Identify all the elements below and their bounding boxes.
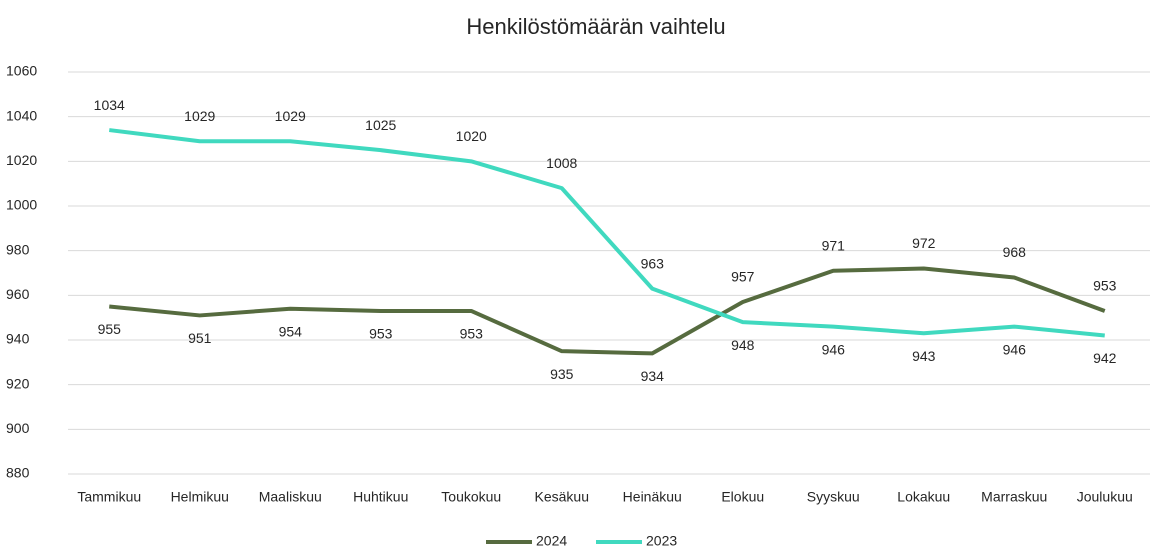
data-label: 935 [550, 366, 574, 382]
data-label: 953 [369, 326, 393, 342]
data-label: 943 [912, 348, 936, 364]
x-tick-label: Tammikuu [77, 489, 141, 505]
data-label: 951 [188, 330, 212, 346]
data-label: 1008 [546, 155, 577, 171]
y-tick-label: 1040 [6, 107, 37, 123]
x-tick-label: Joulukuu [1077, 489, 1133, 505]
y-tick-label: 900 [6, 420, 30, 436]
y-tick-label: 940 [6, 331, 30, 347]
data-label: 955 [98, 321, 122, 337]
data-label: 946 [1003, 341, 1027, 357]
data-label: 942 [1093, 350, 1117, 366]
y-tick-label: 980 [6, 241, 30, 257]
legend-label: 2023 [646, 533, 677, 549]
data-label: 953 [1093, 278, 1117, 294]
data-label: 946 [822, 341, 846, 357]
x-tick-label: Elokuu [721, 489, 764, 505]
y-tick-label: 880 [6, 465, 30, 481]
data-label: 1034 [94, 97, 125, 113]
data-label: 1025 [365, 117, 396, 133]
x-tick-label: Toukokuu [441, 489, 501, 505]
x-tick-label: Helmikuu [171, 489, 229, 505]
line-series [109, 266, 1106, 356]
data-label: 963 [641, 255, 665, 271]
data-label: 934 [641, 368, 665, 384]
y-tick-label: 1000 [6, 197, 37, 213]
y-tick-label: 1020 [6, 152, 37, 168]
x-tick-label: Marraskuu [981, 489, 1047, 505]
x-tick-label: Lokakuu [897, 489, 950, 505]
data-label: 968 [1003, 244, 1027, 260]
data-label: 948 [731, 337, 755, 353]
data-label: 957 [731, 269, 755, 285]
data-label: 1020 [456, 128, 487, 144]
data-label: 971 [822, 237, 846, 253]
data-label: 953 [460, 326, 484, 342]
x-tick-label: Heinäkuu [623, 489, 682, 505]
data-label: 1029 [275, 108, 306, 124]
x-tick-label: Syyskuu [807, 489, 860, 505]
x-tick-label: Huhtikuu [353, 489, 408, 505]
y-tick-label: 960 [6, 286, 30, 302]
y-tick-label: 920 [6, 375, 30, 391]
chart-title: Henkilöstömäärän vaihtelu [466, 14, 725, 39]
x-tick-label: Kesäkuu [535, 489, 589, 505]
legend-label: 2024 [536, 533, 567, 549]
x-tick-label: Maaliskuu [259, 489, 322, 505]
data-label: 954 [279, 323, 303, 339]
data-label: 1029 [184, 108, 215, 124]
data-label: 972 [912, 235, 936, 251]
line-series [109, 128, 1105, 338]
y-tick-label: 1060 [6, 63, 37, 79]
